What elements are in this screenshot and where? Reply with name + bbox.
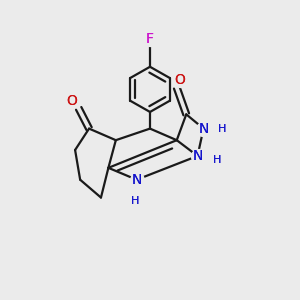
Text: H: H — [131, 196, 139, 206]
Text: H: H — [131, 196, 139, 206]
Text: H: H — [212, 155, 221, 165]
Text: H: H — [212, 155, 221, 165]
Text: N: N — [198, 122, 209, 136]
Text: H: H — [218, 124, 227, 134]
Text: O: O — [66, 94, 77, 108]
Text: N: N — [198, 122, 209, 136]
Text: F: F — [146, 32, 154, 46]
Text: N: N — [192, 149, 203, 163]
Text: F: F — [146, 32, 154, 46]
Text: N: N — [192, 149, 203, 163]
Text: O: O — [174, 73, 185, 87]
Text: H: H — [218, 124, 227, 134]
Text: O: O — [174, 73, 185, 87]
Text: O: O — [66, 94, 77, 108]
Text: N: N — [131, 173, 142, 187]
Text: N: N — [131, 173, 142, 187]
